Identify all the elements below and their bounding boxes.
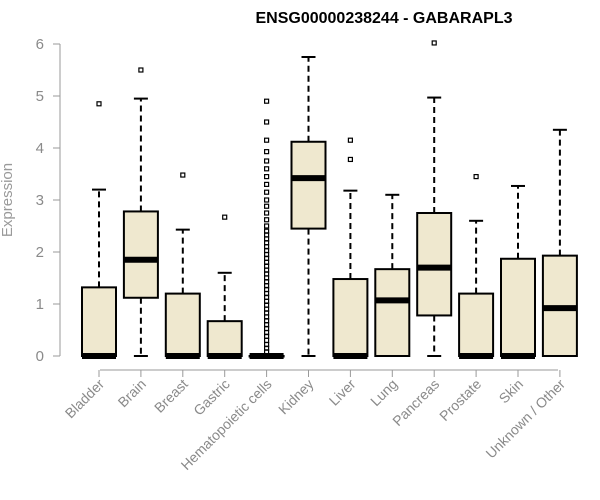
y-tick-label: 1 — [36, 296, 44, 313]
y-tick-label: 5 — [36, 88, 44, 105]
outlier-point — [222, 214, 228, 220]
x-tick-label: Breast — [151, 376, 191, 416]
outlier-point — [264, 189, 270, 195]
box — [122, 210, 159, 299]
outlier-point — [264, 223, 270, 229]
outlier-point — [431, 40, 437, 46]
y-tick-label: 4 — [36, 140, 44, 157]
box-group-pancreas — [416, 40, 453, 357]
chart-title: ENSG00000238244 - GABARAPL3 — [255, 10, 512, 27]
outlier-point — [264, 174, 270, 180]
box-group-gastric — [206, 214, 243, 359]
x-tick-label: Lung — [367, 376, 400, 409]
box-group-prostate — [458, 174, 495, 359]
x-tick-label: Prostate — [436, 376, 484, 424]
box-group-unknown-other — [541, 128, 578, 357]
outlier-point — [264, 119, 270, 125]
outlier-point — [264, 181, 270, 187]
box — [164, 292, 201, 358]
outlier-point — [264, 217, 270, 223]
x-tick-label: Kidney — [275, 376, 317, 418]
box — [416, 212, 453, 317]
outlier-point — [264, 166, 270, 172]
box-group-bladder — [81, 101, 117, 359]
box — [332, 278, 369, 358]
box-group-lung — [374, 193, 411, 357]
y-tick-label: 6 — [36, 36, 44, 53]
box-group-brain — [122, 67, 159, 357]
boxes-group — [81, 40, 578, 359]
outlier-point — [138, 67, 144, 73]
x-tick-label: Brain — [115, 376, 149, 410]
box — [81, 286, 117, 357]
box-group-breast — [164, 172, 201, 359]
y-ticks-group: 0 1 2 3 4 5 6 — [36, 36, 60, 365]
outlier-point — [180, 172, 186, 178]
outlier-point — [473, 174, 479, 180]
outlier-point — [264, 197, 270, 203]
outlier-point — [264, 203, 270, 209]
outlier-point — [264, 337, 270, 343]
y-axis-label: Expression — [0, 163, 16, 237]
box-group-skin — [500, 184, 536, 359]
outlier-point — [264, 158, 270, 164]
outlier-point — [347, 137, 353, 143]
outlier-point — [264, 228, 270, 234]
outlier-point — [264, 137, 270, 143]
box — [206, 320, 243, 358]
x-tick-label: Pancreas — [389, 376, 442, 429]
x-tick-label: Unknown / Other — [482, 376, 568, 462]
box-group-kidney — [290, 56, 327, 357]
x-tick-label: Liver — [326, 376, 359, 409]
box — [458, 292, 495, 358]
box — [374, 268, 411, 357]
outlier-point — [264, 210, 270, 216]
box — [290, 140, 327, 230]
box-group-hematopoietic-cells — [248, 98, 285, 359]
outlier-point — [347, 156, 353, 163]
outlier-point — [264, 98, 270, 104]
box — [500, 257, 536, 358]
outlier-point — [264, 149, 270, 155]
x-tick-label: Skin — [496, 376, 527, 407]
y-tick-label: 3 — [36, 192, 44, 209]
y-tick-label: 2 — [36, 244, 44, 261]
outlier-point — [96, 101, 102, 107]
x-tick-label: Bladder — [62, 376, 108, 422]
box-group-liver — [332, 137, 369, 359]
y-tick-label: 0 — [36, 348, 44, 365]
